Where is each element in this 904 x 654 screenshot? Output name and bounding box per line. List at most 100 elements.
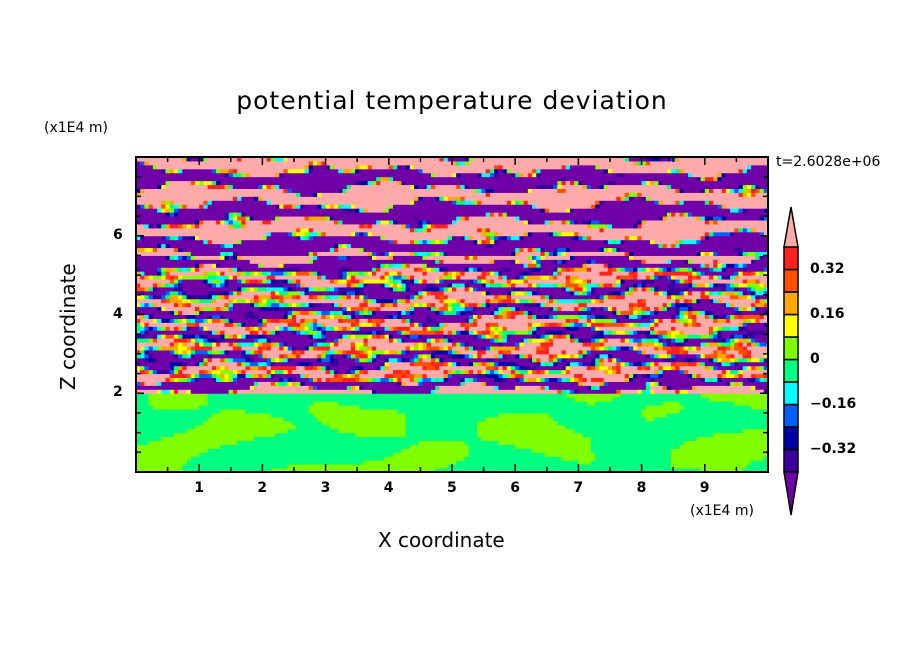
heatmap-cell (401, 263, 407, 268)
heatmap-cell (279, 204, 284, 209)
heatmap-cell (633, 373, 638, 378)
heatmap-cell (371, 357, 377, 363)
heatmap-cell (641, 306, 647, 312)
heatmap-cell (742, 251, 748, 256)
heatmap-cell (557, 259, 563, 264)
heatmap-cell (620, 338, 626, 343)
heatmap-cell (532, 220, 546, 225)
heatmap-cell (165, 243, 171, 249)
heatmap-cell (199, 157, 204, 162)
heatmap-cell (224, 290, 230, 296)
heatmap-cell (148, 302, 154, 308)
heatmap-cell (355, 290, 360, 296)
heatmap-cell (422, 223, 428, 229)
heatmap-cell (763, 231, 769, 237)
heatmap-cell (616, 318, 622, 323)
heatmap-cell (637, 275, 647, 280)
heatmap-cell (620, 290, 626, 296)
heatmap-cell (178, 255, 183, 260)
heatmap-cell (182, 267, 188, 272)
heatmap-cell (746, 290, 752, 296)
heatmap-cell (211, 377, 217, 382)
heatmap-cell (654, 180, 659, 186)
heatmap-cell (173, 377, 179, 382)
heatmap-cell (671, 279, 676, 284)
heatmap-cell (245, 220, 263, 225)
heatmap-cell (477, 314, 482, 319)
heatmap-cell (291, 330, 297, 335)
heatmap-cell (186, 318, 192, 323)
heatmap-cell (658, 180, 664, 186)
heatmap-cell (144, 357, 150, 363)
heatmap-cell (464, 267, 470, 272)
heatmap-cell (477, 349, 487, 355)
heatmap-cell (182, 334, 196, 339)
heatmap-cell (557, 275, 567, 280)
heatmap-cell (721, 330, 748, 335)
heatmap-cell (591, 235, 626, 241)
heatmap-cell (350, 385, 356, 390)
heatmap-cell (658, 271, 664, 276)
heatmap-cell (136, 220, 141, 225)
heatmap-cell (696, 373, 702, 378)
heatmap-cell (599, 326, 651, 331)
heatmap-cell (468, 314, 474, 319)
heatmap-cell (498, 314, 504, 319)
heatmap-cell (506, 365, 512, 371)
heatmap-cell (270, 369, 276, 375)
heatmap-cell (456, 275, 461, 280)
heatmap-cell (456, 160, 461, 166)
heatmap-cell (241, 342, 251, 347)
heatmap-cell (481, 381, 487, 386)
heatmap-cell (359, 180, 369, 186)
heatmap-cell (544, 314, 550, 319)
heatmap-cell (637, 330, 647, 335)
heatmap-cell (595, 361, 600, 367)
heatmap-cell (216, 271, 221, 276)
heatmap-cell (591, 310, 613, 315)
heatmap-cell (645, 275, 651, 280)
heatmap-cell (136, 216, 225, 221)
heatmap-cell (624, 239, 651, 245)
heatmap-cell (136, 448, 209, 453)
heatmap-cell (595, 200, 600, 205)
heatmap-cell (671, 326, 676, 331)
heatmap-cell (380, 267, 415, 272)
heatmap-cell (494, 365, 499, 371)
heatmap-cell (232, 172, 242, 178)
heatmap-cell (540, 385, 546, 390)
heatmap-cell (679, 369, 685, 375)
heatmap-cell (346, 306, 352, 312)
heatmap-cell (725, 353, 731, 359)
heatmap-cell (329, 361, 339, 367)
heatmap-cell (270, 330, 276, 335)
heatmap-cell (704, 310, 710, 315)
heatmap-cell (363, 385, 436, 390)
colorbar-segment (783, 381, 799, 406)
heatmap-cell (591, 259, 596, 264)
heatmap-cell (388, 349, 398, 355)
heatmap-cell (447, 235, 453, 241)
heatmap-cell (704, 342, 710, 347)
heatmap-cell (734, 361, 740, 367)
heatmap-cell (148, 204, 154, 209)
heatmap-cell (666, 412, 769, 418)
heatmap-cell (308, 330, 318, 335)
heatmap-cell (161, 306, 166, 312)
heatmap-cell (199, 369, 204, 375)
heatmap-cell (692, 385, 697, 390)
heatmap-cell (683, 290, 689, 296)
heatmap-cell (207, 369, 213, 375)
heatmap-cell (515, 298, 520, 304)
heatmap-cell (253, 373, 259, 378)
heatmap-cell (746, 227, 752, 233)
heatmap-cell (494, 239, 499, 245)
heatmap-cell (287, 369, 293, 375)
heatmap-cell (338, 342, 352, 347)
heatmap-cell (422, 255, 428, 260)
heatmap-cell (136, 298, 162, 304)
heatmap-cell (599, 220, 638, 225)
heatmap-cell (165, 255, 171, 260)
heatmap-cell (641, 314, 647, 319)
heatmap-cell (367, 349, 373, 355)
